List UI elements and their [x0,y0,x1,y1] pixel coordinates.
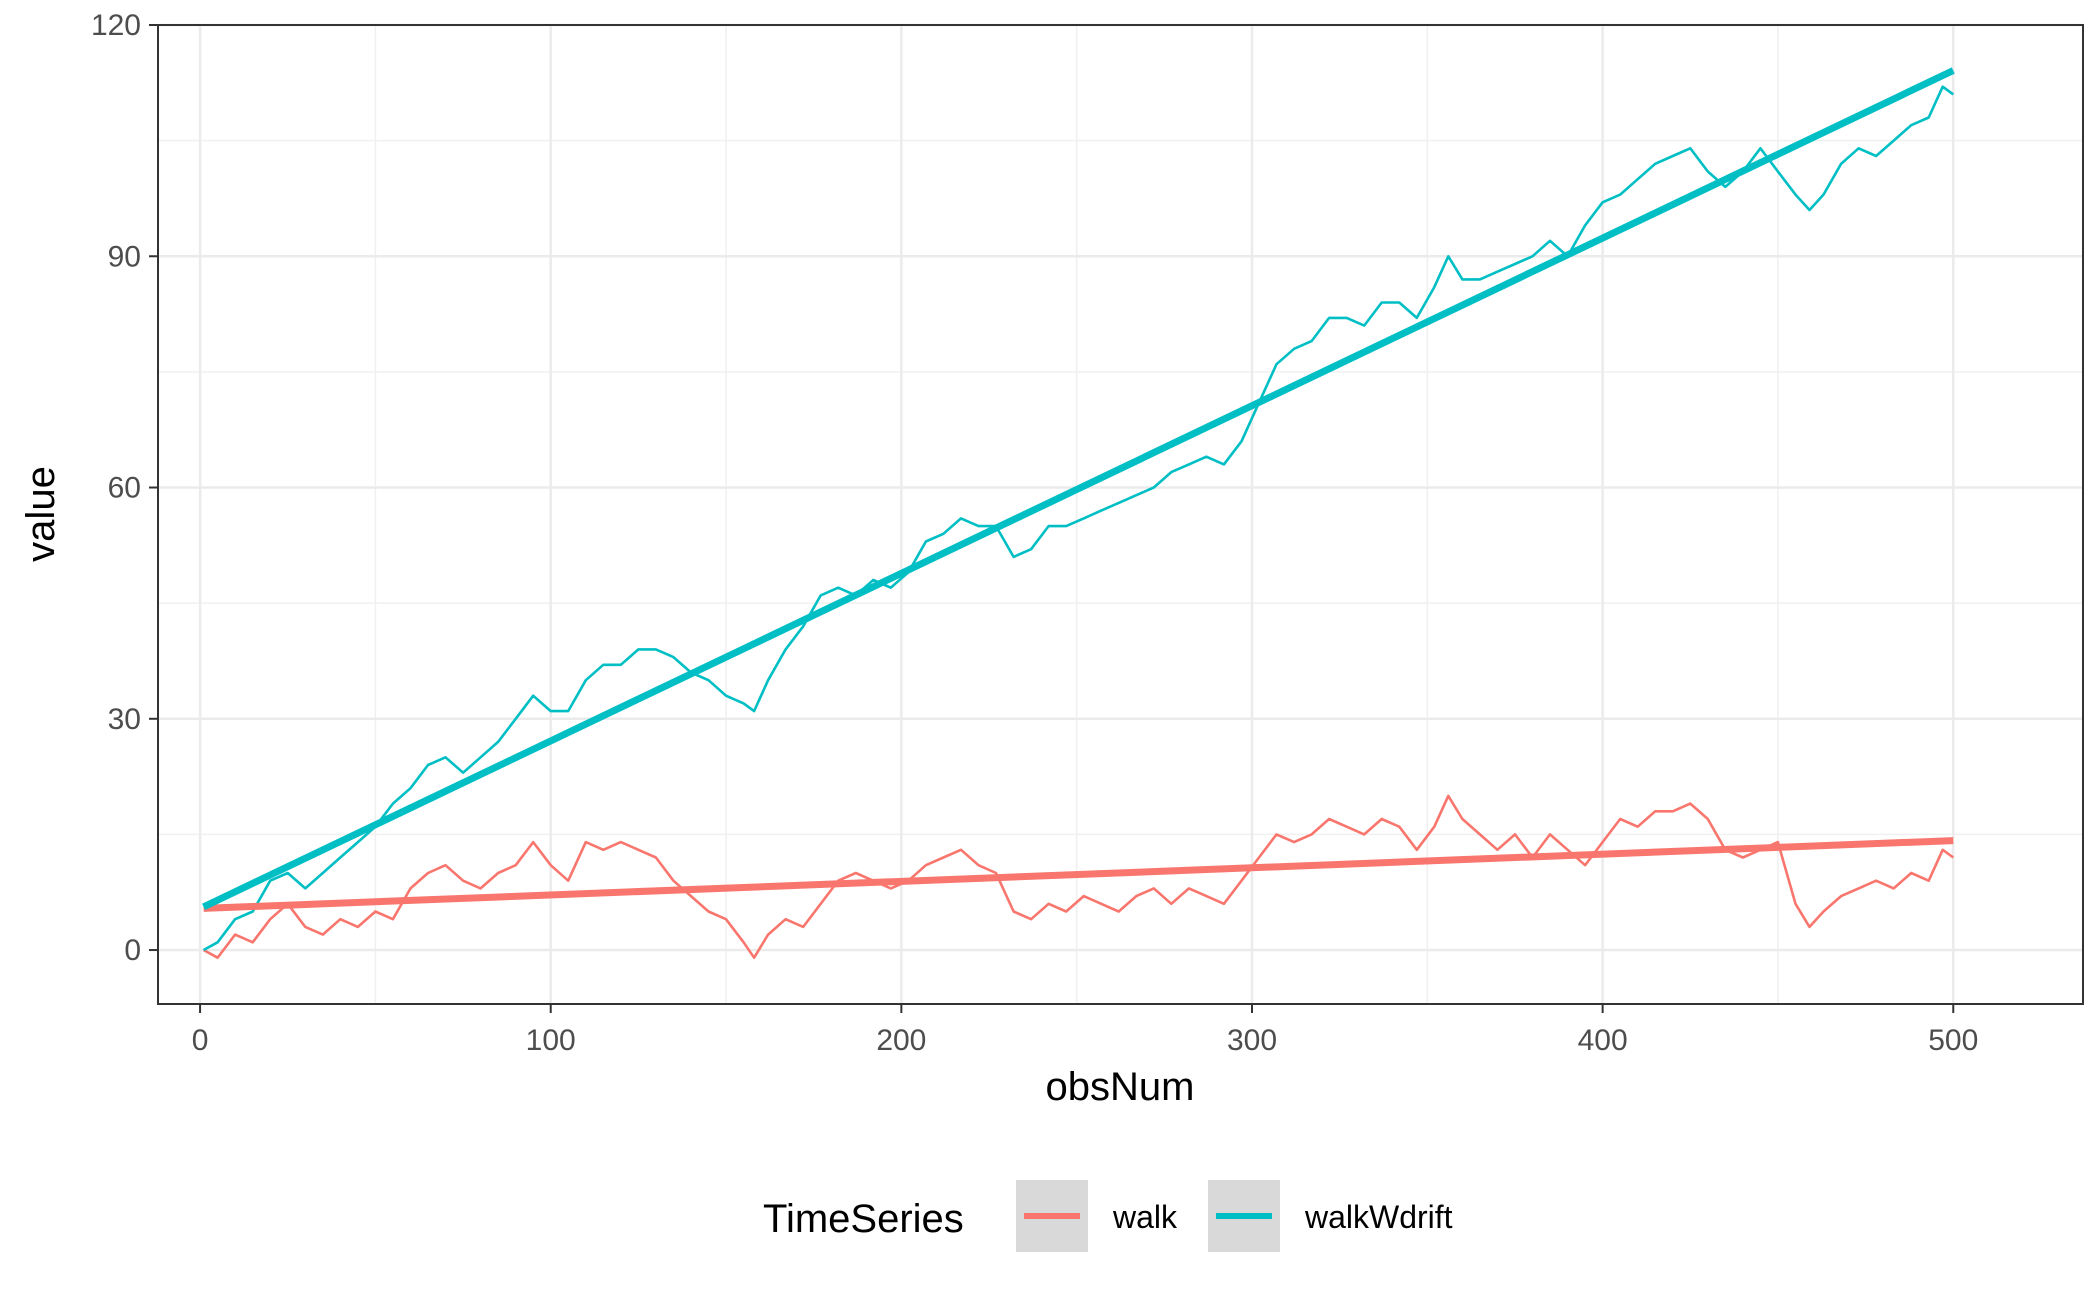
y-axis: 0 30 60 90 120 [91,9,158,967]
y-axis-title: value [19,466,63,562]
grid-minor [158,25,2083,1004]
series-line-walk [202,794,1955,960]
y-tick-label: 0 [124,934,141,967]
x-tick-label: 100 [526,1024,576,1057]
fit-layer [202,67,1955,912]
y-tick-label: 90 [108,240,141,273]
series-layer [202,85,1955,960]
x-tick-label: 400 [1578,1024,1628,1057]
x-tick-label: 0 [192,1024,209,1057]
x-tick-label: 300 [1227,1024,1277,1057]
plot-border [157,24,2084,1005]
x-tick-label: 200 [876,1024,926,1057]
x-axis-title: obsNum [1046,1065,1195,1109]
plot-background [158,25,2083,1004]
x-axis: 0 100 200 300 400 500 [192,1004,1978,1057]
legend-label-walk: walk [1112,1199,1178,1235]
y-tick-label: 30 [108,703,141,736]
trend-line-walk [203,837,1954,912]
legend-title: TimeSeries [763,1197,964,1241]
x-tick-label: 500 [1928,1024,1978,1057]
trend-line-walkWdrift [202,67,1955,911]
legend: TimeSeries walk walkWdrift [763,1180,1453,1252]
legend-label-walkWdrift: walkWdrift [1304,1199,1453,1235]
series-line-walkWdrift [202,85,1955,952]
y-tick-label: 60 [108,472,141,505]
y-tick-label: 120 [91,9,141,42]
